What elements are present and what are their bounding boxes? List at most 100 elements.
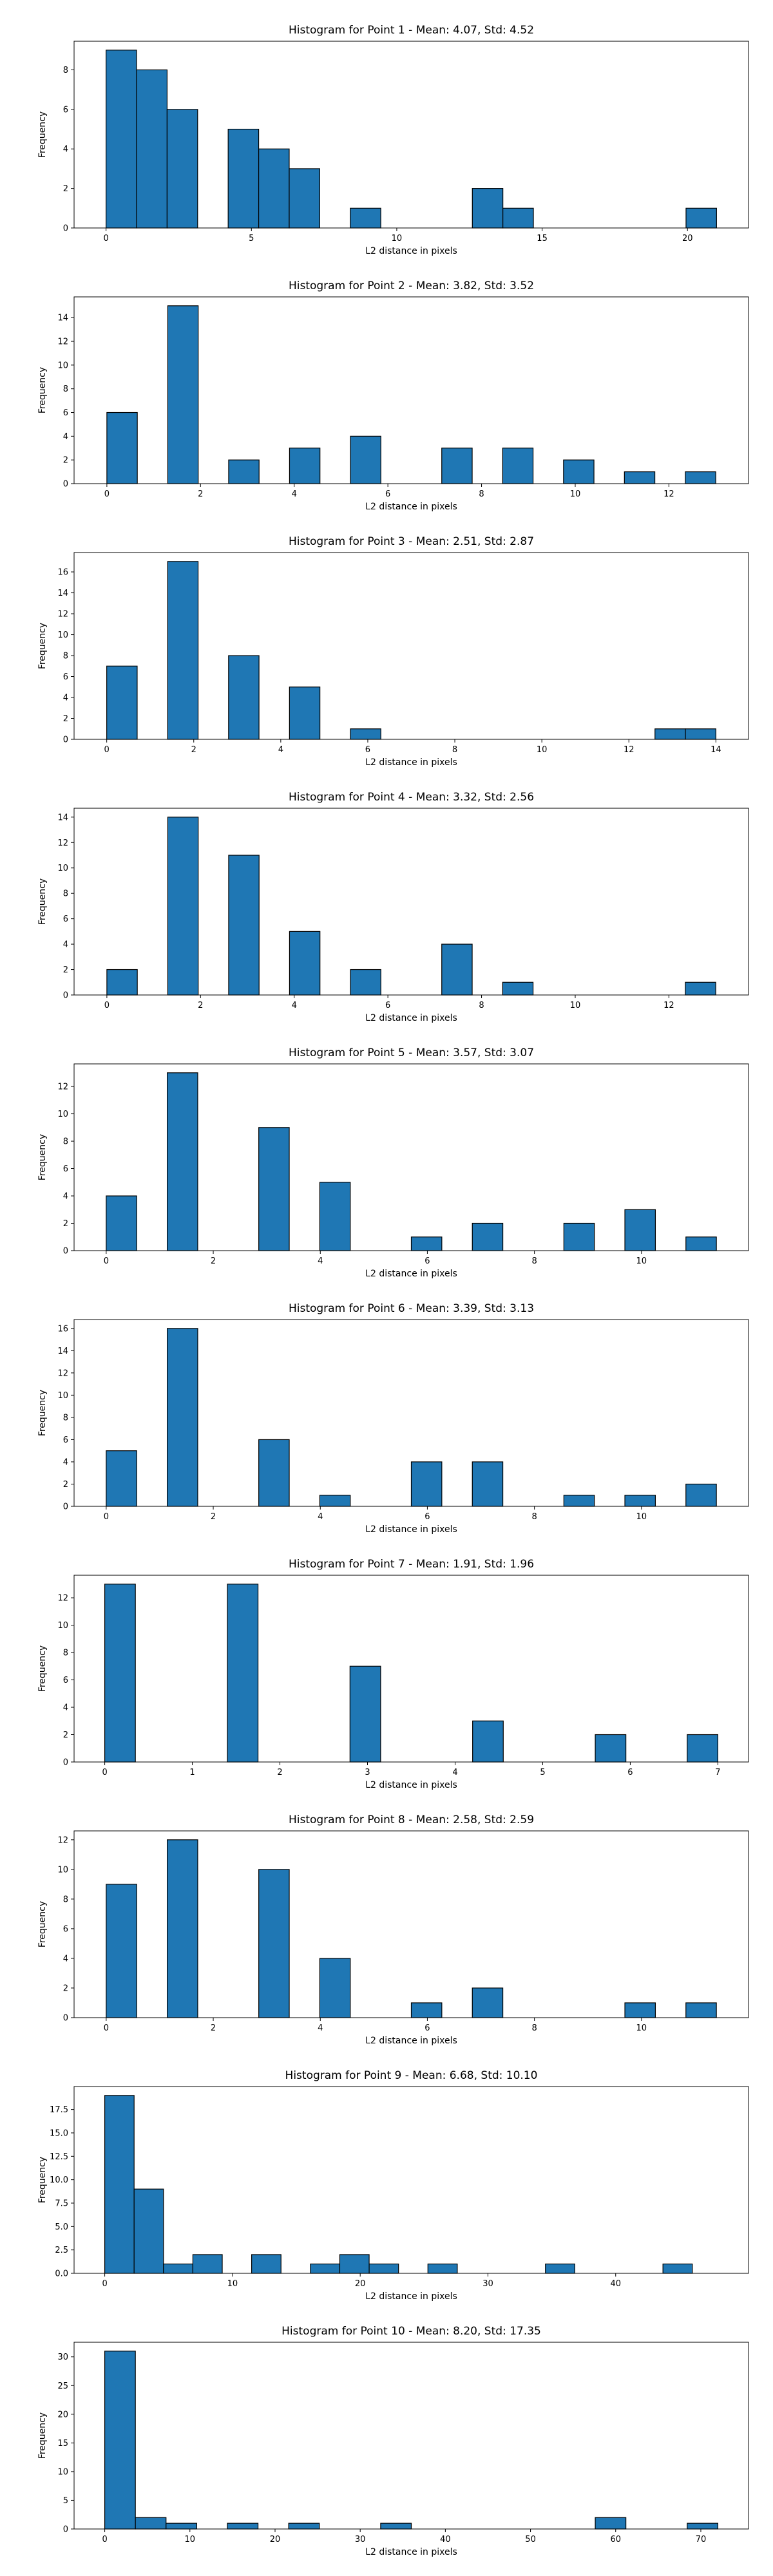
plot-frame: [73, 41, 749, 229]
histogram-bar: [685, 207, 717, 229]
histogram-bar: [472, 1461, 504, 1507]
x-tick-label: 2: [191, 745, 196, 755]
y-tick-label: 10: [57, 630, 68, 640]
histogram-panel-6: Histogram for Point 6 - Mean: 3.39, Std:…: [37, 1302, 749, 1535]
bars: [106, 817, 716, 996]
histogram-bar: [319, 1958, 351, 2018]
histogram-bar: [472, 188, 504, 229]
histogram-bar: [251, 2254, 282, 2274]
bars: [106, 50, 717, 229]
bars: [106, 305, 716, 484]
histogram-bar: [166, 1839, 198, 2018]
y-tick-label: 30: [57, 2353, 68, 2362]
histogram-bar: [104, 1584, 136, 1763]
histogram-bar: [685, 1236, 717, 1251]
y-tick-label: 2: [63, 714, 68, 724]
x-tick-label: 14: [711, 745, 721, 755]
x-tick-label: 8: [479, 1001, 484, 1010]
histogram-bar: [135, 2517, 167, 2530]
y-tick-label: 12: [57, 337, 68, 347]
y-tick-label: 10: [57, 2467, 68, 2477]
x-tick-label: 0: [104, 2023, 109, 2033]
y-tick-label: 10: [57, 1110, 68, 1119]
y-tick-label: 0: [63, 1758, 68, 1768]
histogram-bar: [472, 1720, 504, 1763]
histogram-panel-10: Histogram for Point 10 - Mean: 8.20, Std…: [37, 2325, 749, 2557]
y-tick-label: 12.5: [50, 2152, 68, 2162]
histogram-bar: [192, 2254, 223, 2274]
histogram-bar: [685, 981, 716, 996]
plot-frame: [73, 2086, 749, 2274]
y-tick-label: 2.5: [55, 2246, 68, 2255]
x-tick-label: 50: [525, 2535, 536, 2544]
y-tick-label: 2: [63, 1730, 68, 1740]
x-tick-label: 1: [189, 1768, 195, 1777]
x-axis-label: L2 distance in pixels: [365, 1269, 457, 1279]
x-tick-label: 8: [531, 2023, 537, 2033]
histogram-bar: [106, 969, 138, 996]
chart-title: Histogram for Point 7 - Mean: 1.91, Std:…: [289, 1558, 534, 1571]
x-tick-label: 8: [531, 1512, 537, 1522]
y-tick-label: 0.0: [55, 2269, 68, 2279]
histogram-bar: [106, 1884, 137, 2018]
bars: [106, 561, 716, 740]
histogram-bar: [472, 1987, 504, 2018]
chart-title: Histogram for Point 10 - Mean: 8.20, Std…: [282, 2325, 541, 2338]
y-tick-label: 10.0: [50, 2175, 68, 2185]
x-tick-label: 6: [365, 745, 370, 755]
histogram-panel-3: Histogram for Point 3 - Mean: 2.51, Std:…: [37, 535, 749, 768]
y-tick-label: 15.0: [50, 2128, 68, 2138]
x-tick-label: 0: [102, 2279, 107, 2289]
x-tick-label: 40: [440, 2535, 451, 2544]
y-tick-label: 8: [63, 1137, 68, 1147]
histogram-bar: [685, 728, 716, 740]
x-axis-label: L2 distance in pixels: [365, 246, 457, 256]
histogram-panel-4: Histogram for Point 4 - Mean: 3.32, Std:…: [37, 791, 749, 1023]
x-tick-label: 2: [211, 2023, 216, 2033]
x-tick-label: 12: [663, 489, 674, 499]
histogram-panel-5: Histogram for Point 5 - Mean: 3.57, Std:…: [37, 1046, 749, 1279]
histogram-bar: [350, 969, 381, 996]
histogram-bar: [502, 207, 534, 229]
histogram-bar: [563, 1495, 595, 1507]
x-tick-label: 6: [385, 1001, 390, 1010]
chart-title: Histogram for Point 8 - Mean: 2.58, Std:…: [289, 1814, 534, 1826]
x-tick-label: 7: [715, 1768, 720, 1777]
y-tick-label: 4: [63, 940, 68, 950]
histogram-bar: [427, 2263, 458, 2274]
y-tick-label: 8: [63, 652, 68, 661]
x-tick-label: 10: [392, 234, 403, 243]
y-tick-label: 12: [57, 1083, 68, 1092]
histogram-bar: [502, 448, 534, 484]
x-tick-label: 5: [540, 1768, 545, 1777]
y-tick-label: 0: [63, 735, 68, 745]
histogram-bar: [136, 69, 168, 229]
histogram-bar: [166, 1328, 198, 1507]
x-tick-label: 0: [104, 1512, 109, 1522]
histogram-bar: [228, 459, 260, 484]
histogram-bar: [227, 1584, 259, 1763]
y-tick-label: 8: [63, 66, 68, 75]
x-tick-label: 5: [249, 234, 254, 243]
y-tick-label: 14: [57, 813, 68, 822]
histogram-bar: [563, 459, 595, 484]
x-tick-label: 20: [270, 2535, 281, 2544]
y-tick-label: 2: [63, 1984, 68, 1993]
x-axis-label: L2 distance in pixels: [365, 1013, 457, 1023]
y-tick-label: 6: [63, 408, 68, 418]
y-tick-label: 15: [57, 2439, 68, 2448]
x-tick-label: 8: [531, 1256, 537, 1266]
x-tick-label: 10: [636, 1512, 647, 1522]
y-axis-label: Frequency: [37, 878, 48, 925]
x-tick-label: 8: [479, 489, 484, 499]
x-tick-label: 10: [537, 745, 548, 755]
histogram-bar: [380, 2523, 412, 2530]
y-tick-label: 14: [57, 589, 68, 598]
y-tick-label: 8: [63, 384, 68, 394]
histogram-bar: [350, 207, 381, 229]
x-tick-label: 10: [227, 2279, 238, 2289]
y-tick-label: 12: [57, 1368, 68, 1378]
chart-title: Histogram for Point 6 - Mean: 3.39, Std:…: [289, 1302, 534, 1315]
bars: [106, 1839, 717, 2018]
